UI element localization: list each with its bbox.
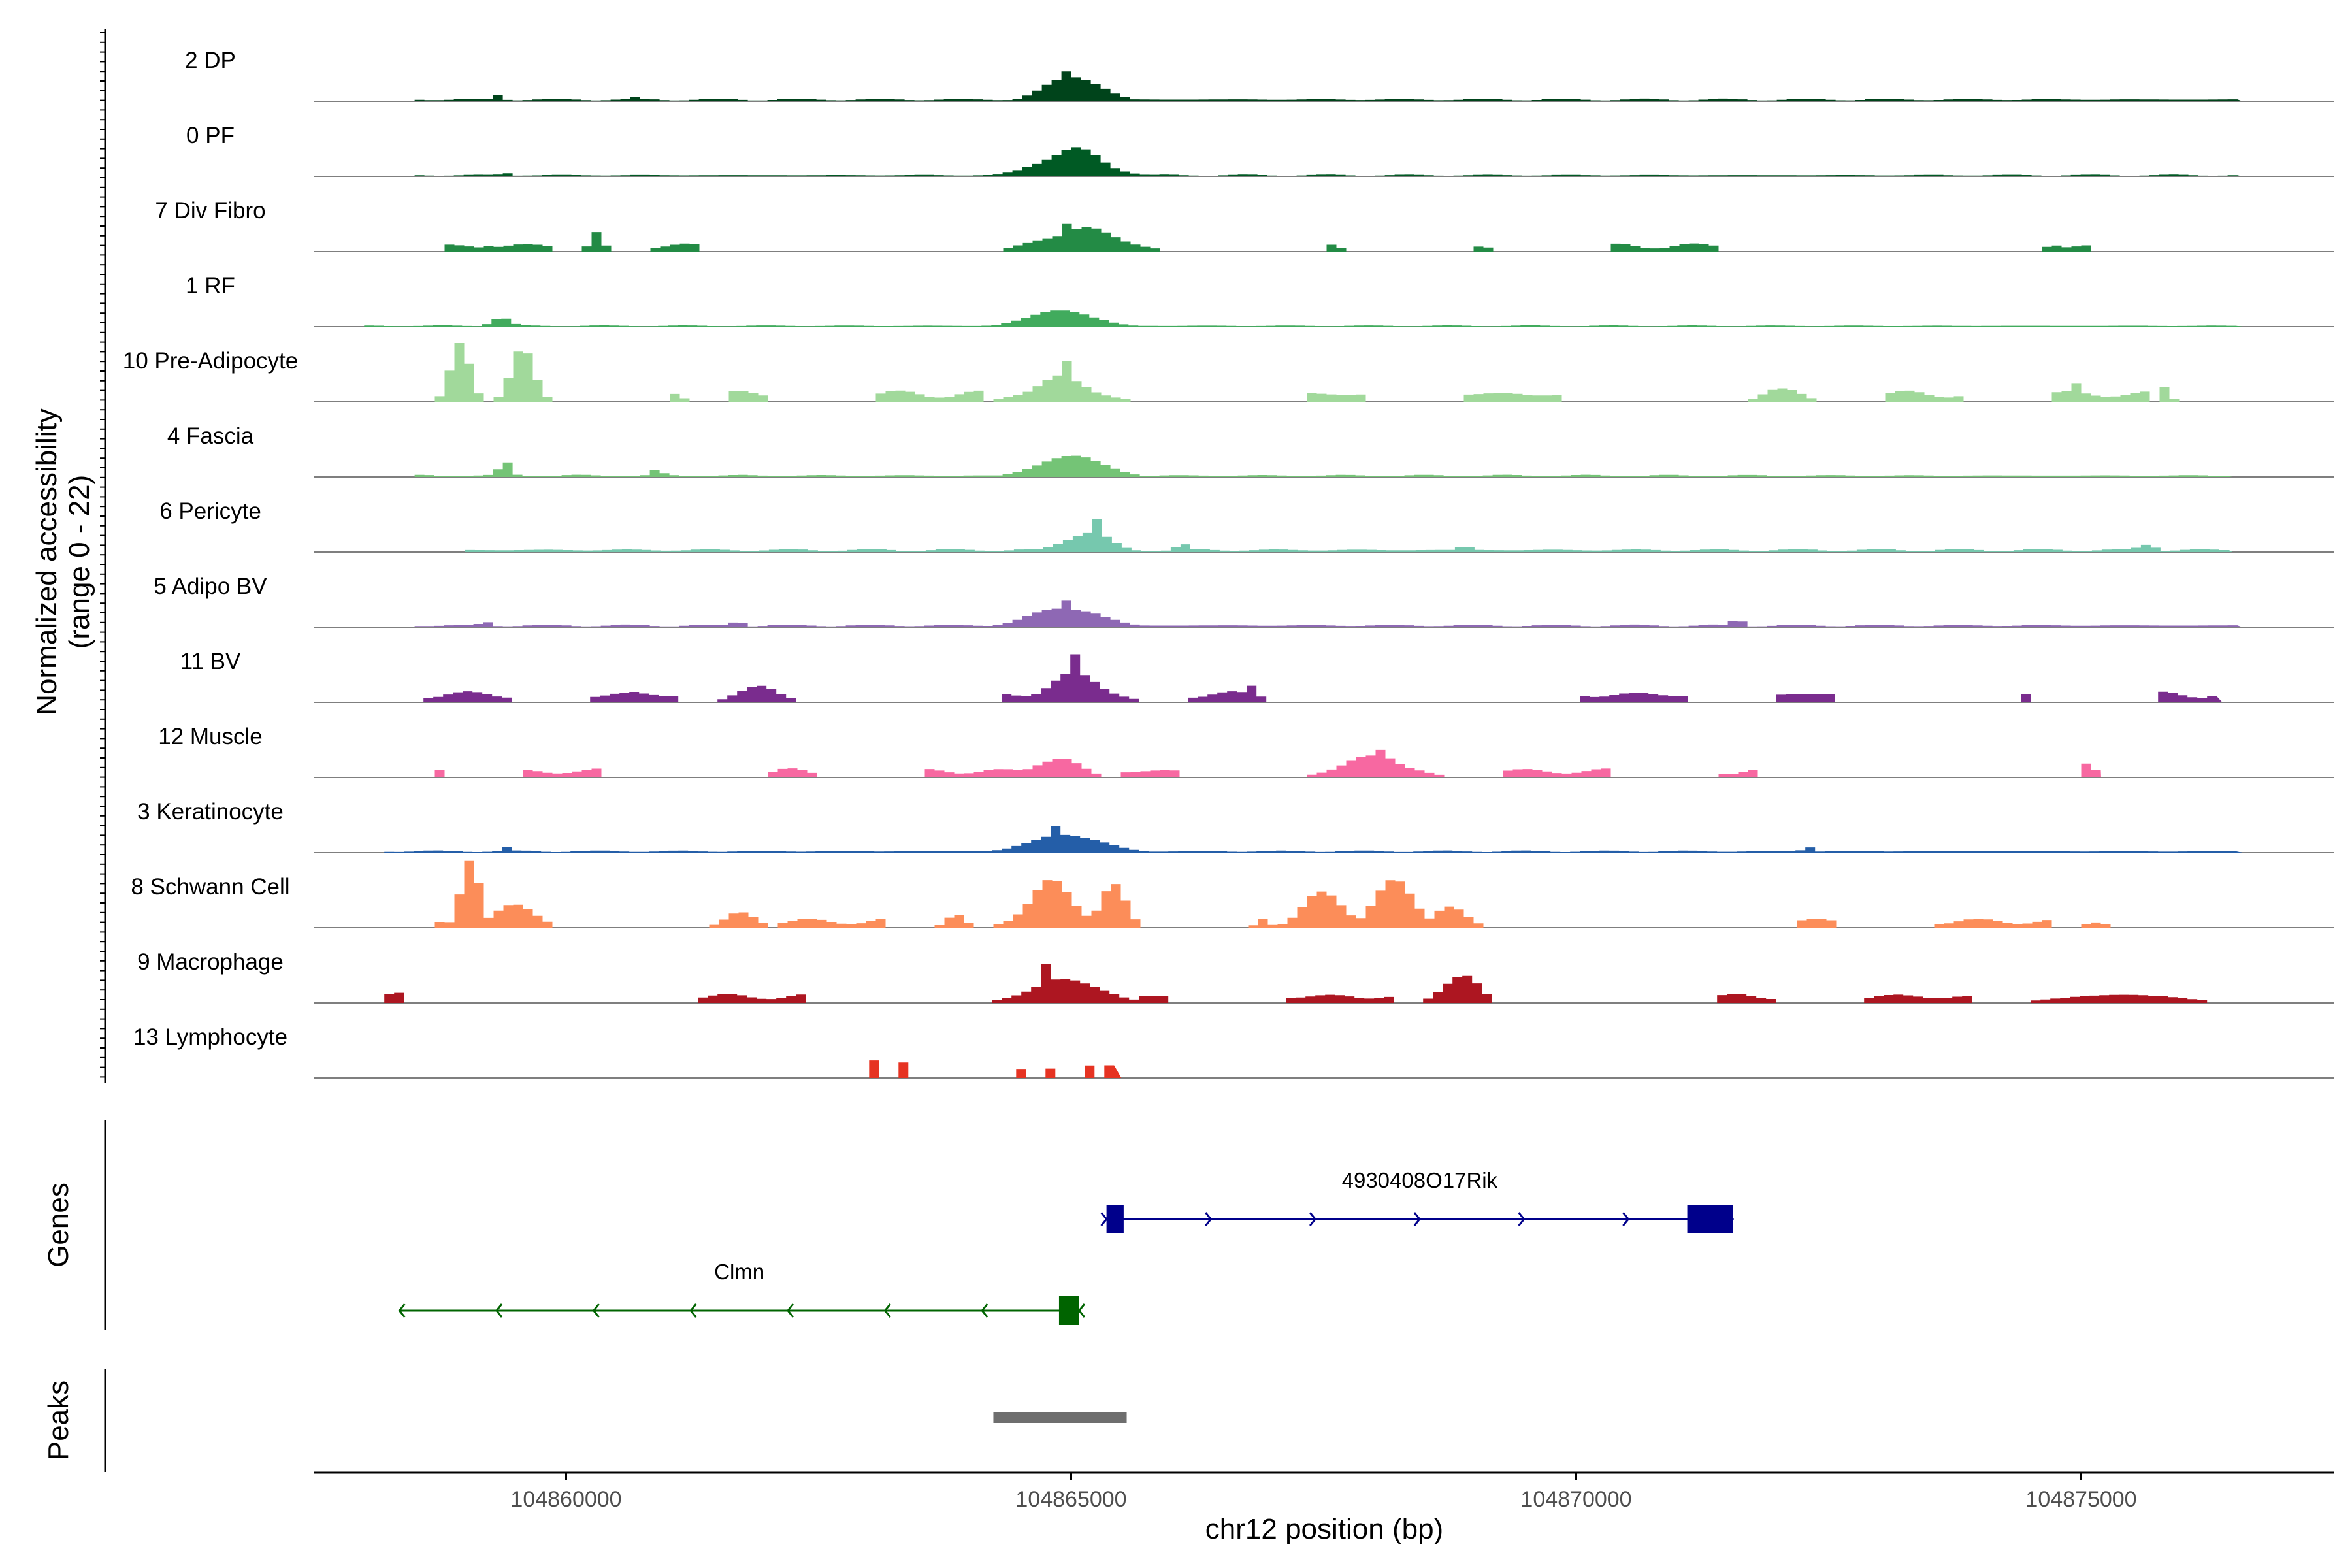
gene-exon xyxy=(1687,1205,1733,1233)
track-10: 12 Muscle xyxy=(158,724,2334,778)
track-label: 12 Muscle xyxy=(158,724,263,749)
coverage-area xyxy=(384,654,2223,702)
gene-name: 4930408O17Rik xyxy=(1342,1168,1498,1192)
track-8: 5 Adipo BV xyxy=(154,574,2334,628)
peaks-panel-label: Peaks xyxy=(42,1380,74,1460)
strand-arrow xyxy=(883,1303,891,1318)
coverage-area xyxy=(384,826,2243,853)
coverage-area xyxy=(414,455,2232,477)
coverage-area xyxy=(364,310,2243,327)
x-tick-label: 104870000 xyxy=(1520,1487,1631,1512)
coverage-area xyxy=(465,519,2232,552)
track-label: 0 PF xyxy=(186,123,235,148)
coverage-area xyxy=(384,964,2232,1003)
x-axis-title: chr12 position (bp) xyxy=(1205,1513,1443,1545)
track-3: 7 Div Fibro xyxy=(155,198,2334,252)
coverage-area xyxy=(414,600,2243,627)
peak-regions xyxy=(993,1412,1127,1423)
strand-arrow xyxy=(1100,1212,1108,1226)
track-label: 3 Keratinocyte xyxy=(137,799,284,825)
track-4: 1 RF xyxy=(186,273,2334,327)
track-6: 4 Fascia xyxy=(167,423,2334,478)
strand-arrow xyxy=(1622,1212,1630,1226)
track-1: 2 DP xyxy=(185,48,2334,102)
track-label: 10 Pre-Adipocyte xyxy=(123,348,298,374)
coverage-area xyxy=(434,749,2101,777)
x-tick-label: 104860000 xyxy=(510,1487,621,1512)
coverage-area xyxy=(869,1060,1122,1078)
track-13: 9 Macrophage xyxy=(137,949,2334,1004)
coverage-area xyxy=(434,343,2223,402)
x-tick-label: 104865000 xyxy=(1015,1487,1126,1512)
track-label: 4 Fascia xyxy=(167,423,254,449)
track-label: 7 Div Fibro xyxy=(155,198,265,223)
strand-arrow xyxy=(495,1303,503,1318)
strand-arrow xyxy=(1413,1212,1421,1226)
track-label: 13 Lymphocyte xyxy=(133,1024,287,1050)
strand-arrow xyxy=(689,1303,697,1318)
track-label: 11 BV xyxy=(180,649,241,674)
y-axis-range: (range 0 - 22) xyxy=(63,475,95,649)
track-12: 8 Schwann Cell xyxy=(131,860,2334,928)
track-label: 9 Macrophage xyxy=(137,949,284,975)
track-11: 3 Keratinocyte xyxy=(137,799,2334,853)
track-14: 13 Lymphocyte xyxy=(133,1024,2334,1079)
strand-arrow xyxy=(981,1303,988,1318)
coverage-area xyxy=(434,860,2223,928)
gene-annotations: 4930408O17Rik Clmn xyxy=(398,1168,1735,1325)
peak-region xyxy=(993,1412,1127,1423)
gene-name: Clmn xyxy=(714,1260,764,1284)
track-2: 0 PF xyxy=(186,123,2334,177)
strand-arrow xyxy=(592,1303,600,1318)
y-axis-label: Normalized accessibility (range 0 - 22) xyxy=(31,408,95,715)
strand-arrow xyxy=(1077,1303,1086,1318)
strand-arrow xyxy=(787,1303,794,1318)
strand-arrow xyxy=(398,1303,406,1318)
coverage-area xyxy=(414,71,2243,101)
track-label: 6 Pericyte xyxy=(159,498,261,524)
coverage-area xyxy=(414,147,2243,176)
track-label: 5 Adipo BV xyxy=(154,574,267,599)
gene-1: 4930408O17Rik xyxy=(1100,1168,1735,1233)
coverage-axis-ticks xyxy=(100,32,105,1078)
coverage-area xyxy=(434,223,2162,252)
y-axis-title: Normalized accessibility xyxy=(31,408,63,715)
track-label: 1 RF xyxy=(186,273,235,299)
track-9: 11 BV xyxy=(180,649,2334,703)
gene-2: Clmn xyxy=(398,1260,1086,1325)
track-label: 2 DP xyxy=(185,48,236,73)
track-label: 8 Schwann Cell xyxy=(131,874,289,900)
x-axis-ticks: 104860000 104865000 104870000 104875000 xyxy=(510,1473,2137,1512)
gene-exon xyxy=(1058,1296,1079,1325)
x-tick-label: 104875000 xyxy=(2025,1487,2136,1512)
track-7: 6 Pericyte xyxy=(159,498,2334,553)
genes-panel-label: Genes xyxy=(42,1183,74,1267)
gene-exon xyxy=(1106,1205,1124,1233)
track-5: 10 Pre-Adipocyte xyxy=(123,343,2334,402)
strand-arrow xyxy=(1309,1212,1317,1226)
strand-arrow xyxy=(1205,1212,1213,1226)
strand-arrow xyxy=(1518,1212,1526,1226)
coverage-tracks: 2 DP 0 PF 7 Div Fibro 1 RF 10 Pre-Adipocyte 4… xyxy=(123,48,2334,1079)
